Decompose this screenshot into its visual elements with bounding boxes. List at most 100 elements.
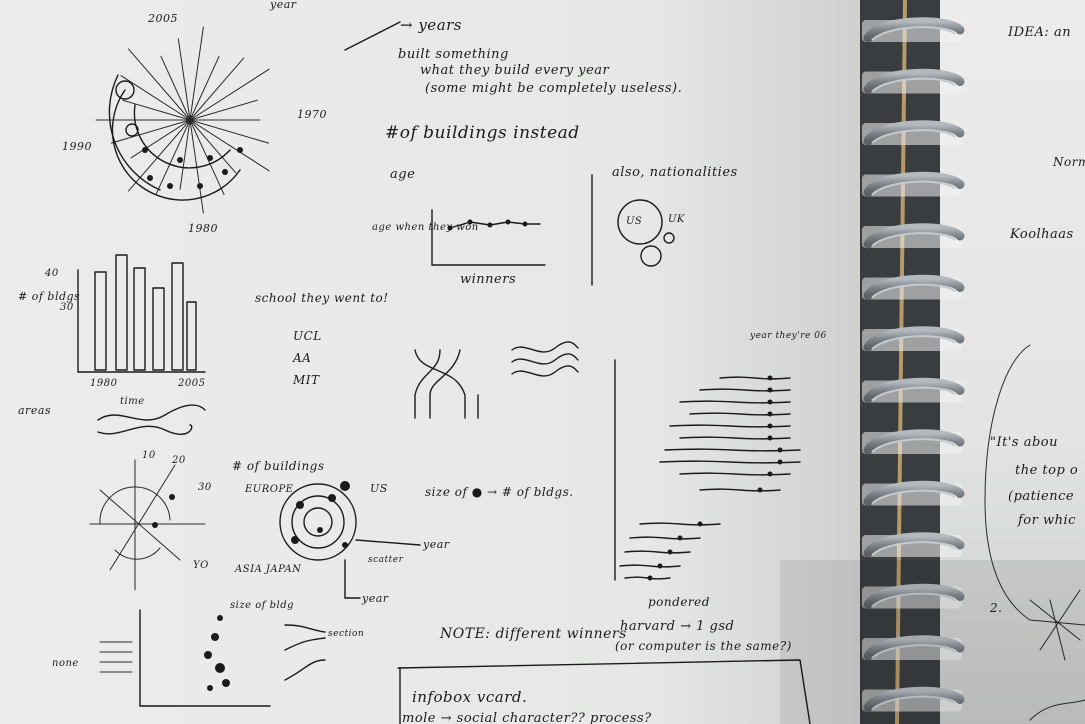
bar-chart-sketch: 1980 2005 # of bldgs 40 30	[18, 254, 206, 389]
bar-year-end: 2005	[177, 378, 205, 389]
school-note: school they went to!	[255, 291, 389, 305]
shadow	[780, 560, 1085, 724]
spoke-line	[189, 68, 270, 121]
europe-label: EUROPE	[244, 484, 294, 495]
timeline-dot	[777, 447, 783, 453]
bottom-notes: NOTE: different winners pondered harvard…	[397, 595, 811, 724]
school-mit: MIT	[292, 373, 320, 387]
left-page	[0, 0, 860, 724]
infobox-note: infobox vcard.	[412, 688, 527, 706]
timeline-dot	[757, 487, 763, 493]
social-note: mole → social character?? process?	[402, 711, 652, 724]
timeline-line	[619, 564, 681, 568]
spiral-ring	[862, 686, 965, 712]
spoke-line	[110, 119, 191, 144]
spiral-ring	[862, 17, 965, 43]
spiral-ring	[862, 68, 965, 94]
spoke-line	[189, 119, 237, 174]
nationalities-note: also, nationalities	[612, 165, 738, 180]
buildings-instead-note: #of buildings instead	[385, 123, 580, 143]
timeline-line	[719, 376, 791, 380]
timeline-line	[689, 412, 791, 416]
spiral-ring	[862, 583, 965, 609]
winners-label: winners	[460, 272, 516, 287]
spiral-ring	[862, 377, 965, 403]
quote-line-4: for whic	[1017, 513, 1076, 528]
timeline-dot	[767, 399, 773, 405]
quote-line-1: "It's abou	[990, 435, 1058, 450]
spoke-line	[155, 119, 191, 196]
timeline-dot	[767, 423, 773, 429]
timeline-dot	[667, 549, 673, 555]
nationalities-sketch: also, nationalities US UK	[591, 165, 738, 286]
built-something-note-3: (some might be completely useless).	[425, 81, 682, 96]
school-sketch: school they went to! UCL AA MIT	[255, 291, 579, 419]
asia-label: ASIA JAPAN	[234, 564, 302, 575]
age-when-won-label: age when they won	[372, 222, 479, 233]
spiral-ring	[862, 274, 965, 300]
timeline-line	[679, 436, 791, 440]
num-2-note: 2.	[989, 601, 1002, 615]
radial-label-yo: YO	[193, 560, 209, 571]
spiral-ring	[862, 223, 965, 249]
uk-circle-label: UK	[668, 214, 685, 225]
school-ucl: UCL	[293, 329, 322, 343]
year-label-1990: 1990	[62, 140, 92, 153]
timeline-dot	[767, 435, 773, 441]
timeline-dot	[697, 521, 703, 527]
scatter-label: scatter	[368, 555, 404, 565]
spoke-line	[189, 26, 204, 121]
timeline-dot	[767, 387, 773, 393]
year-arrow-label-2: year	[361, 592, 389, 605]
spoke-line	[160, 55, 191, 121]
age-line-chart-sketch: age when they won winners	[372, 209, 546, 287]
quote-line-3: (patience	[1008, 489, 1074, 504]
spiral-ring	[862, 171, 965, 197]
spoke-line	[189, 119, 225, 196]
size-of-bldg-label: size of bldg	[230, 600, 294, 611]
timeline-line	[699, 388, 791, 392]
spoke-line	[120, 75, 191, 121]
timeline-dot	[677, 535, 683, 541]
axis-40: 40	[44, 268, 59, 279]
note-different-winners: NOTE: different winners	[439, 626, 627, 642]
timeline-dot	[767, 411, 773, 417]
top-notes: → years built something what they build …	[344, 16, 682, 182]
timeline-line	[679, 472, 791, 476]
timeline-dot	[657, 563, 663, 569]
spiral-ring	[862, 532, 965, 558]
areas-label: areas	[18, 404, 51, 417]
timeline-dot	[767, 471, 773, 477]
year-label-top: year	[269, 0, 297, 11]
timeline-dot	[777, 459, 783, 465]
spoke-line	[127, 119, 191, 192]
spoke-line	[122, 99, 191, 121]
spoke-line	[189, 119, 270, 144]
timeline-line	[624, 550, 691, 554]
pondered-note: pondered	[648, 595, 710, 609]
idea-note: IDEA: an	[1007, 25, 1071, 40]
school-aa: AA	[292, 351, 311, 365]
age-note: age	[390, 167, 415, 182]
concentric-region-sketch: # of buildings EUROPE US ASIA JAPAN scat…	[232, 459, 573, 605]
spoke-line	[189, 57, 245, 121]
computer-note: (or computer is the same?)	[615, 639, 792, 653]
spoke-line	[130, 119, 191, 159]
spoke-line	[189, 99, 258, 121]
none-label: none	[52, 658, 79, 669]
radial-small-sketch: 10 20 30 YO	[89, 450, 211, 591]
num-bldgs-label: # of bldgs	[18, 290, 80, 303]
arrow-years-note: → years	[400, 16, 462, 34]
bar-year-start: 1980	[90, 378, 118, 389]
year-tag-label: year they're 06	[749, 331, 827, 341]
year-label-1980: 1980	[188, 222, 218, 235]
radial-label-20: 20	[171, 455, 186, 466]
norm-note: Norm	[1052, 155, 1085, 169]
us-circle-label: US	[626, 216, 642, 227]
quote-line-2: the top o	[1015, 463, 1078, 478]
spiral-ring	[862, 429, 965, 455]
spoke-line	[127, 48, 191, 121]
radial-label-10: 10	[142, 450, 156, 461]
